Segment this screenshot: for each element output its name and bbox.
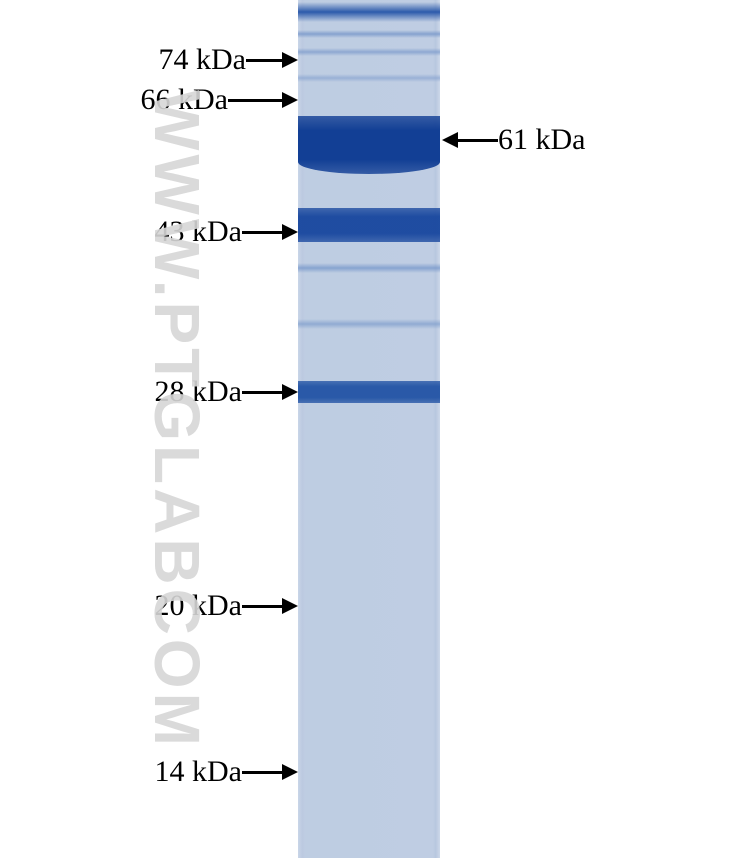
mw-marker: 20 kDa <box>155 588 298 624</box>
mw-marker: 14 kDa <box>155 754 298 790</box>
arrow-right-icon <box>242 764 298 780</box>
gel-figure: 74 kDa 66 kDa 43 kDa 28 kDa 20 kDa 14 kDa 61 … <box>0 0 740 858</box>
mw-marker-label: 61 kDa <box>498 123 585 157</box>
gel-band <box>298 263 440 273</box>
mw-marker: 28 kDa <box>155 374 298 410</box>
gel-band <box>298 48 440 56</box>
gel-lane <box>298 0 440 858</box>
gel-band <box>298 381 440 403</box>
mw-marker-label: 74 kDa <box>159 43 246 77</box>
mw-marker: 61 kDa <box>442 122 585 158</box>
arrow-right-icon <box>228 92 298 108</box>
mw-marker: 74 kDa <box>159 42 298 78</box>
gel-band <box>298 30 440 38</box>
mw-marker: 66 kDa <box>141 82 298 118</box>
arrow-right-icon <box>242 224 298 240</box>
mw-marker-label: 43 kDa <box>155 215 242 249</box>
mw-marker-label: 20 kDa <box>155 589 242 623</box>
arrow-right-icon <box>242 598 298 614</box>
gel-band <box>298 208 440 242</box>
arrow-right-icon <box>246 52 298 68</box>
arrow-right-icon <box>242 384 298 400</box>
gel-band <box>298 2 440 22</box>
gel-band <box>298 319 440 329</box>
arrow-left-icon <box>442 132 498 148</box>
mw-marker-label: 28 kDa <box>155 375 242 409</box>
mw-marker: 43 kDa <box>155 214 298 250</box>
gel-band <box>298 74 440 82</box>
watermark-text: WWW.PTGLABCOM <box>140 90 214 750</box>
mw-marker-label: 14 kDa <box>155 755 242 789</box>
mw-marker-label: 66 kDa <box>141 83 228 117</box>
gel-band <box>298 116 440 174</box>
